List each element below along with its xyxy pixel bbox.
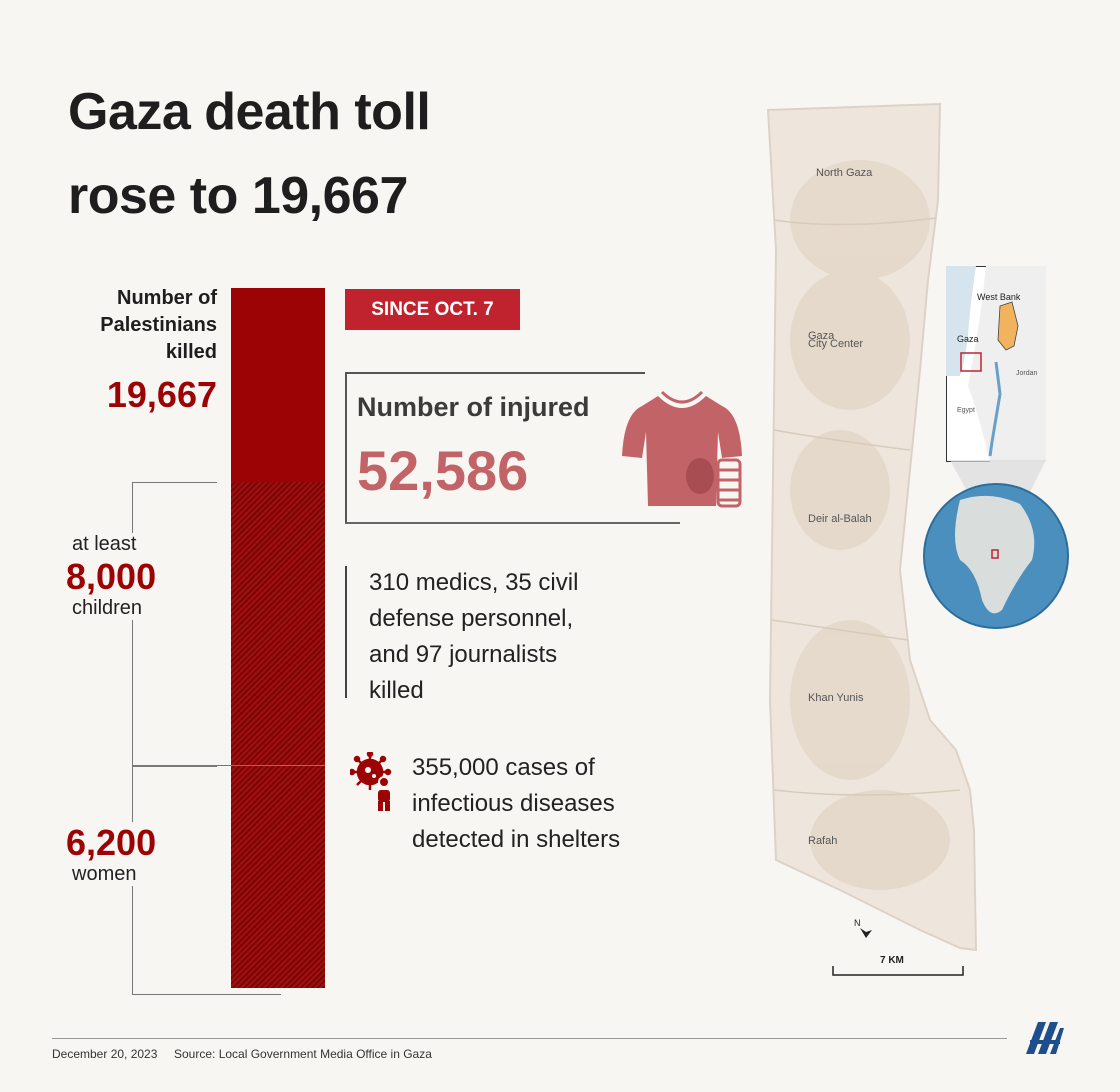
medics-text: 310 medics, 35 civil defense personnel, … bbox=[369, 565, 649, 709]
west-bank-shape bbox=[997, 301, 1019, 351]
medics-line-3: and 97 journalists bbox=[369, 641, 558, 668]
inset-label-jordan: Jordan bbox=[1016, 370, 1038, 377]
injured-box-left-edge bbox=[345, 372, 347, 522]
region-city-center: City Center bbox=[808, 338, 864, 350]
medics-line-4: killed bbox=[369, 677, 424, 704]
region-khan-yunis: Khan Yunis bbox=[808, 692, 864, 704]
killed-value: 19,667 bbox=[106, 374, 217, 415]
killed-bar bbox=[231, 288, 325, 482]
inset-label-west-bank: West Bank bbox=[977, 292, 1021, 302]
inset-label-gaza: Gaza bbox=[957, 334, 979, 344]
region-gaza: Gaza bbox=[808, 330, 835, 342]
region-deir-al-balah: Deir al-Balah bbox=[808, 513, 872, 525]
since-badge: SINCE OCT. 7 bbox=[345, 289, 520, 330]
footer-date: December 20, 2023 bbox=[52, 1047, 158, 1061]
women-bracket bbox=[132, 765, 281, 995]
killed-label-line-2: Palestinians bbox=[100, 314, 217, 336]
virus-person-icon bbox=[350, 752, 392, 811]
svg-text:N: N bbox=[854, 918, 861, 928]
globe-locator bbox=[923, 460, 1069, 629]
disease-text: 355,000 cases of infectious diseases det… bbox=[412, 750, 702, 858]
disease-line-1: 355,000 cases of bbox=[412, 754, 595, 781]
medics-line-2: defense personnel, bbox=[369, 605, 574, 632]
children-suffix: children bbox=[72, 597, 147, 620]
women-suffix: women bbox=[72, 863, 141, 886]
injured-person-icon bbox=[622, 390, 742, 508]
region-north-gaza: North Gaza bbox=[816, 167, 873, 179]
disease-line-3: detected in shelters bbox=[412, 826, 621, 853]
killed-label-line-3: killed bbox=[165, 341, 217, 363]
women-value: 6,200 bbox=[66, 822, 157, 864]
hatched-bar bbox=[231, 482, 325, 988]
title-line-2: rose to 19,667 bbox=[68, 167, 408, 225]
children-value: 8,000 bbox=[66, 556, 157, 598]
footer-source: Source: Local Government Media Office in… bbox=[174, 1047, 432, 1061]
children-prefix: at least bbox=[72, 533, 141, 556]
killed-label: Number of Palestinians killed bbox=[60, 285, 217, 366]
gaza-strip-map bbox=[766, 102, 978, 952]
title-line-1: Gaza death toll bbox=[68, 83, 431, 141]
medics-divider bbox=[345, 566, 347, 698]
killed-label-line-1: Number of bbox=[117, 287, 217, 309]
page-title: Gaza death toll rose to 19,667 bbox=[68, 70, 431, 238]
children-bracket bbox=[132, 482, 217, 767]
injured-label: Number of injured bbox=[357, 392, 590, 422]
north-arrow-icon: N bbox=[854, 918, 872, 938]
region-rafah: Rafah bbox=[808, 835, 838, 847]
aa-logo-icon bbox=[1026, 1022, 1064, 1054]
medics-line-1: 310 medics, 35 civil bbox=[369, 569, 579, 596]
scale-bar bbox=[832, 966, 964, 976]
inset-label-egypt: Egypt bbox=[957, 407, 975, 414]
inset-map bbox=[946, 266, 1046, 462]
footer-divider bbox=[52, 1038, 1007, 1039]
district-borders bbox=[771, 217, 961, 796]
injured-value: 52,586 bbox=[357, 439, 529, 502]
scale-label: 7 KM bbox=[880, 955, 904, 966]
gaza-highlight-box bbox=[960, 352, 982, 372]
injured-box-top-edge bbox=[345, 372, 645, 374]
map-texture bbox=[790, 160, 950, 890]
disease-line-2: infectious diseases bbox=[412, 790, 615, 817]
